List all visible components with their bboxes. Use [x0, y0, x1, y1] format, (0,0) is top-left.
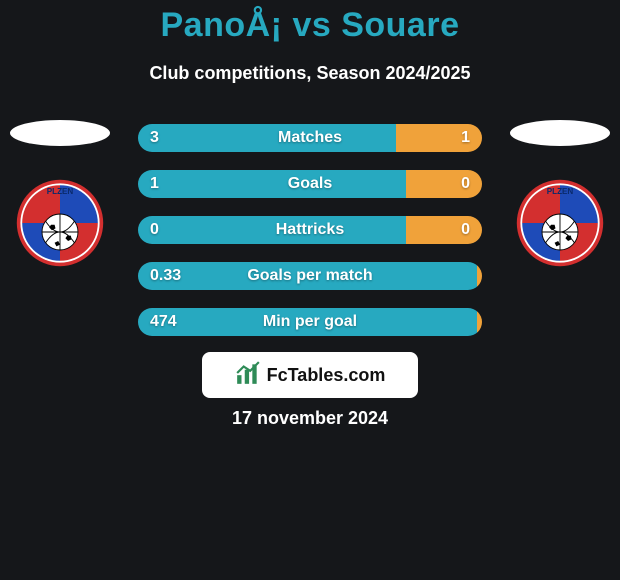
left-player-column: PLZEN — [10, 120, 110, 268]
stat-label: Goals — [138, 170, 482, 198]
club-crest-right: PLZEN — [515, 178, 605, 268]
stat-row: Matches3 1 — [138, 124, 482, 152]
stat-label: Matches — [138, 124, 482, 152]
shadow-ellipse-left — [10, 120, 110, 146]
subtitle: Club competitions, Season 2024/2025 — [0, 63, 620, 84]
chart-icon — [235, 360, 261, 391]
stat-value-left: 0.33 — [150, 262, 181, 290]
stat-value-left: 474 — [150, 308, 177, 336]
comparison-infographic: PanoÅ¡ vs Souare Club competitions, Seas… — [0, 0, 620, 580]
stat-row: Goals1 0 — [138, 170, 482, 198]
stat-value-left: 0 — [150, 216, 159, 244]
svg-text:PLZEN: PLZEN — [547, 187, 574, 196]
right-player-column: PLZEN — [510, 120, 610, 268]
page-title: PanoÅ¡ vs Souare — [0, 0, 620, 45]
stat-value-right: 1 — [461, 124, 470, 152]
shadow-ellipse-right — [510, 120, 610, 146]
stat-value-right: 0 — [461, 170, 470, 198]
watermark: FcTables.com — [202, 352, 418, 398]
svg-text:PLZEN: PLZEN — [47, 187, 74, 196]
stat-label: Min per goal — [138, 308, 482, 336]
stat-row: Min per goal474 — [138, 308, 482, 336]
stat-label: Hattricks — [138, 216, 482, 244]
stat-row: Hattricks0 0 — [138, 216, 482, 244]
club-crest-left: PLZEN — [15, 178, 105, 268]
date-label: 17 november 2024 — [0, 408, 620, 429]
stat-value-left: 1 — [150, 170, 159, 198]
stat-bars: Matches31Goals10Hattricks00Goals per mat… — [138, 124, 482, 336]
stat-label: Goals per match — [138, 262, 482, 290]
stat-row: Goals per match0.33 — [138, 262, 482, 290]
stat-value-left: 3 — [150, 124, 159, 152]
stat-value-right: 0 — [461, 216, 470, 244]
watermark-text: FcTables.com — [267, 365, 386, 386]
